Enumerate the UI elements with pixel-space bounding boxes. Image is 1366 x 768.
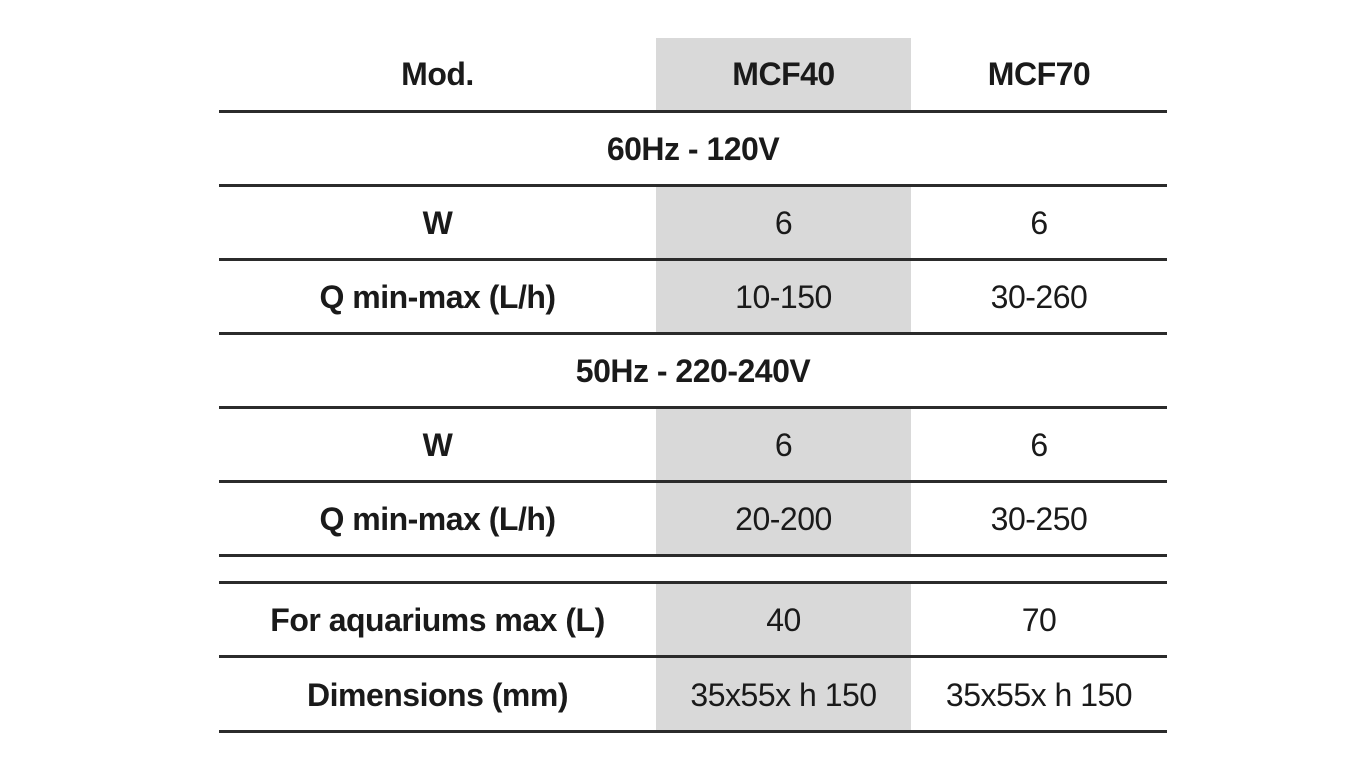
divider <box>219 258 1167 261</box>
divider <box>219 184 1167 187</box>
model-label: Mod. <box>401 56 474 92</box>
shade-gap <box>656 557 911 582</box>
table-row: For aquariums max (L) 40 70 <box>219 584 1167 656</box>
divider <box>219 332 1167 335</box>
value-mcf70: 6 <box>1030 204 1048 241</box>
model-mcf70: MCF70 <box>987 56 1091 92</box>
row-label: W <box>422 204 453 241</box>
section-title-row: 60Hz - 120V <box>219 113 1167 185</box>
table-row: W 6 6 <box>219 187 1167 259</box>
table-row: Q min-max (L/h) 10-150 30-260 <box>219 261 1167 333</box>
divider <box>219 655 1167 658</box>
value-mcf40: 6 <box>774 204 793 241</box>
value-mcf40: 20-200 <box>735 500 832 537</box>
divider <box>219 730 1167 733</box>
divider <box>219 581 1167 584</box>
value-mcf70: 30-260 <box>990 278 1088 315</box>
value-mcf40: 35x55x h 150 <box>690 676 877 713</box>
value-mcf70: 35x55x h 150 <box>945 676 1133 713</box>
divider <box>219 480 1167 483</box>
row-label: For aquariums max (L) <box>270 601 605 638</box>
row-label: Q min-max (L/h) <box>319 278 556 315</box>
section-title-row: 50Hz - 220-240V <box>219 335 1167 407</box>
value-mcf40: 40 <box>766 601 801 638</box>
divider <box>219 110 1167 113</box>
table-row: Dimensions (mm) 35x55x h 150 35x55x h 15… <box>219 658 1167 732</box>
section-title-60hz: 60Hz - 120V <box>606 130 780 167</box>
value-mcf70: 6 <box>1030 426 1048 463</box>
table-row: Q min-max (L/h) 20-200 30-250 <box>219 483 1167 555</box>
value-mcf40: 6 <box>774 426 793 463</box>
divider <box>219 554 1167 557</box>
row-label: Q min-max (L/h) <box>319 500 556 537</box>
divider <box>219 406 1167 409</box>
value-mcf70: 70 <box>1021 601 1057 638</box>
value-mcf70: 30-250 <box>990 500 1088 537</box>
model-mcf40: MCF40 <box>732 56 835 92</box>
row-label: W <box>422 426 453 463</box>
value-mcf40: 10-150 <box>735 278 832 315</box>
table-row: W 6 6 <box>219 409 1167 481</box>
row-label: Dimensions (mm) <box>307 676 568 713</box>
section-title-50hz: 50Hz - 220-240V <box>575 352 811 389</box>
header-row: Mod. MCF40 MCF70 <box>219 38 1167 111</box>
